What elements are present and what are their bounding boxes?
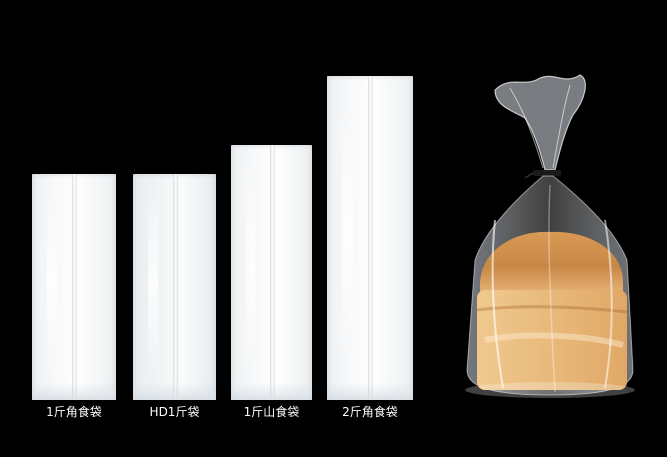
bag-gusset: [133, 382, 216, 400]
label-hd-1kin: HD1斤袋: [149, 405, 200, 419]
bag-seam: [172, 174, 178, 400]
label-2kin-kakushoku: 2斤角食袋: [342, 405, 398, 419]
bag-seam: [72, 174, 77, 400]
label-1kin-kakushoku: 1斤角食袋: [46, 405, 102, 419]
bag-gusset: [32, 382, 116, 400]
bag-1kin-yamashoku: [231, 145, 312, 400]
bag-2kin-kakushoku: [327, 76, 413, 400]
bag-gusset: [231, 382, 312, 400]
bag-hd-1kin: [133, 174, 216, 400]
bread-in-bag-photo: [465, 74, 635, 398]
twist-tie: [533, 170, 561, 176]
label-1kin-yamashoku: 1斤山食袋: [243, 405, 300, 419]
bag-1kin-kakushoku: [32, 174, 116, 400]
bag-sheen: [245, 165, 256, 370]
bag-sheen: [47, 192, 58, 373]
bag-gusset: [327, 382, 413, 400]
bag-seam: [368, 76, 373, 400]
bag-sheen: [147, 192, 158, 373]
bag-top-ruffle: [494, 74, 586, 171]
bread-body: [477, 290, 627, 390]
bag-sheen: [342, 101, 353, 362]
bag-seam: [269, 145, 275, 400]
bread-top: [480, 231, 623, 295]
